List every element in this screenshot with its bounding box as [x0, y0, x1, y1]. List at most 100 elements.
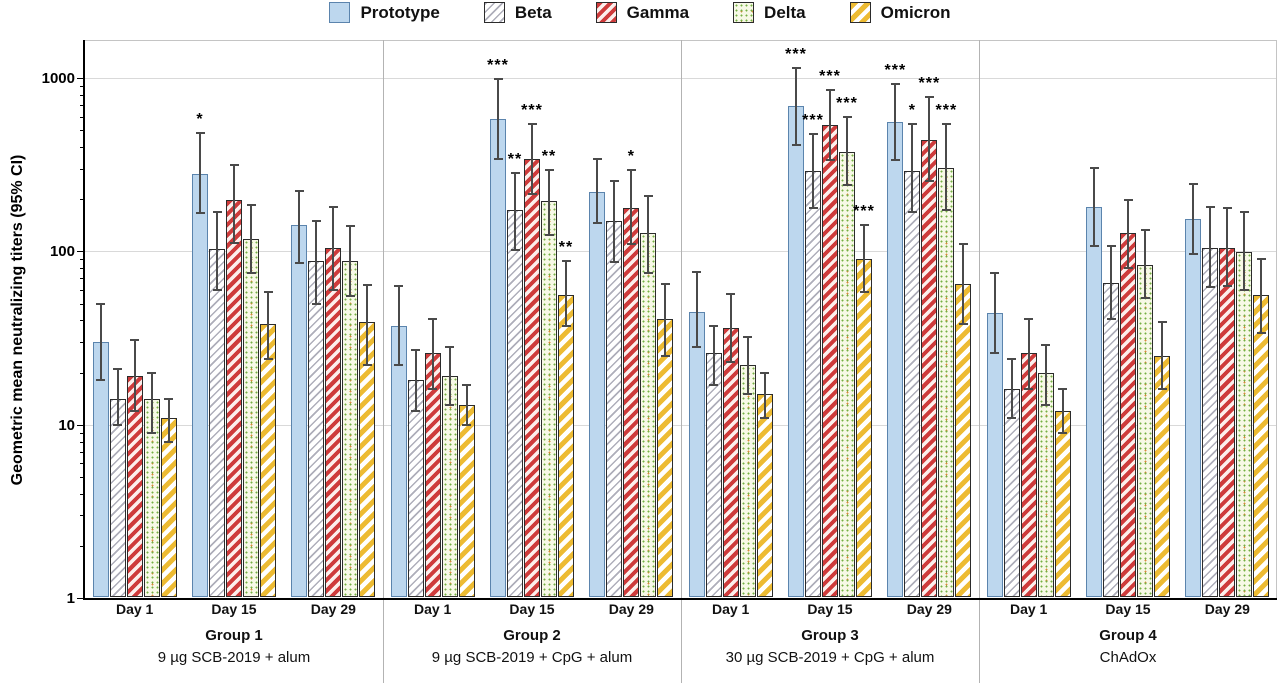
- bar-gamma: [524, 159, 540, 597]
- error-bar-cap-bottom: [1007, 416, 1017, 419]
- bar-omicron: [260, 324, 276, 597]
- legend-label-omicron: Omicron: [880, 2, 951, 22]
- y-minor-tick: [80, 86, 85, 88]
- error-bar-gamma: [928, 96, 931, 181]
- group-subtitle: ChAdOx: [1099, 649, 1157, 666]
- error-bar-cap-bottom: [726, 361, 736, 364]
- error-bar-delta: [448, 347, 451, 405]
- bar-omicron: [1154, 355, 1170, 597]
- x-axis-line: [83, 598, 1277, 600]
- error-bar-cap-top: [362, 284, 372, 286]
- legend-item-beta: Beta: [483, 2, 552, 23]
- error-bar-gamma: [1127, 200, 1129, 269]
- bar-omicron: [1054, 410, 1071, 597]
- x-tick-label-day: Day 29: [1204, 601, 1250, 617]
- error-bar-cap-bottom: [345, 295, 355, 298]
- significance-label: *: [908, 102, 916, 120]
- bar-omicron: [359, 322, 376, 597]
- error-bar-cap-top: [1106, 244, 1116, 247]
- bar-beta: [705, 352, 722, 597]
- error-bar-gamma: [1226, 208, 1229, 287]
- error-bar-delta: [846, 117, 848, 185]
- bar-delta: [640, 233, 657, 597]
- error-bar-cap-top: [924, 95, 934, 98]
- error-bar-cap-top: [726, 292, 736, 295]
- error-bar-prototype: [199, 133, 201, 213]
- bar-prototype: [1086, 206, 1102, 597]
- error-bar-gamma: [431, 318, 434, 390]
- error-bar-delta: [150, 372, 153, 433]
- bar-delta: [1037, 372, 1054, 597]
- bar-omicron: [160, 417, 177, 597]
- y-major-tick: [77, 598, 85, 599]
- y-major-tick: [77, 424, 85, 426]
- y-major-tick: [77, 251, 85, 253]
- x-tick-label-day: Day 29: [906, 601, 952, 617]
- bar-delta: [938, 168, 955, 597]
- error-bar-cap-top: [1058, 388, 1068, 391]
- y-axis-title: Geometric mean neutralizing titers (95% …: [9, 154, 26, 486]
- x-tick-label-day: Day 1: [1009, 601, 1048, 617]
- legend-label-prototype: Prototype: [360, 2, 440, 22]
- error-bar-cap-bottom: [147, 431, 157, 434]
- error-bar-omicron: [465, 384, 468, 425]
- x-tick-label-day: Day 15: [1105, 601, 1151, 617]
- error-bar-prototype: [1192, 183, 1195, 254]
- y-minor-tick: [80, 268, 85, 270]
- bar-delta: [1137, 264, 1153, 597]
- error-bar-cap-top: [462, 383, 472, 386]
- error-bar-gamma: [233, 164, 235, 243]
- error-bar-prototype: [397, 286, 400, 366]
- error-bar-cap-bottom: [842, 183, 852, 186]
- significance-label: **: [507, 151, 523, 169]
- bar-prototype: [192, 173, 208, 597]
- y-major-tick: [77, 78, 85, 80]
- error-bar-delta: [349, 226, 352, 297]
- error-bar-cap-top: [825, 88, 835, 91]
- error-bar-prototype: [596, 158, 599, 223]
- group-title: Group 4: [1099, 627, 1157, 644]
- error-bar-cap-bottom: [544, 234, 554, 237]
- error-bar-cap-bottom: [229, 241, 239, 244]
- error-bar-cap-top: [411, 348, 421, 351]
- error-bar-cap-top: [907, 123, 917, 126]
- error-bar-cap-bottom: [859, 291, 869, 294]
- error-bar-omicron: [1061, 389, 1064, 433]
- significance-label: ***: [802, 112, 824, 130]
- error-bar-cap-top: [1123, 199, 1133, 202]
- error-bar-cap-top: [195, 132, 205, 135]
- error-bar-cap-top: [493, 77, 503, 80]
- error-bar-cap-bottom: [527, 193, 537, 196]
- y-minor-tick: [80, 147, 85, 149]
- y-minor-tick: [80, 303, 85, 305]
- error-bar-cap-bottom: [609, 260, 619, 263]
- y-minor-tick: [80, 289, 85, 291]
- bar-prototype: [788, 106, 804, 597]
- error-bar-cap-bottom: [592, 221, 602, 224]
- bar-beta: [904, 171, 921, 597]
- error-bar-beta: [1110, 245, 1112, 319]
- x-tick-label-day: Day 29: [608, 601, 654, 617]
- error-bar-beta: [812, 134, 814, 208]
- error-bar-cap-bottom: [1041, 403, 1051, 406]
- legend-swatch-gamma-icon: [595, 2, 617, 23]
- error-bar-beta: [116, 368, 119, 425]
- plot-border-right: [1276, 40, 1277, 598]
- legend-swatch-delta-icon: [733, 2, 755, 23]
- bar-beta: [1003, 389, 1020, 597]
- error-bar-cap-top: [743, 336, 753, 339]
- error-bar-cap-top: [1239, 210, 1249, 213]
- error-bar-omicron: [962, 243, 965, 325]
- error-bar-cap-bottom: [130, 409, 140, 412]
- error-bar-omicron: [167, 399, 170, 442]
- bar-beta: [606, 220, 623, 597]
- error-bar-cap-top: [1205, 206, 1215, 209]
- error-bar-cap-bottom: [924, 179, 934, 182]
- significance-label: *: [627, 148, 635, 165]
- error-bar-cap-bottom: [510, 248, 520, 251]
- error-bar-cap-top: [445, 346, 455, 349]
- error-bar-cap-bottom: [1188, 252, 1198, 255]
- y-minor-tick: [80, 515, 85, 517]
- error-bar-cap-top: [890, 83, 900, 85]
- error-bar-prototype: [99, 303, 102, 381]
